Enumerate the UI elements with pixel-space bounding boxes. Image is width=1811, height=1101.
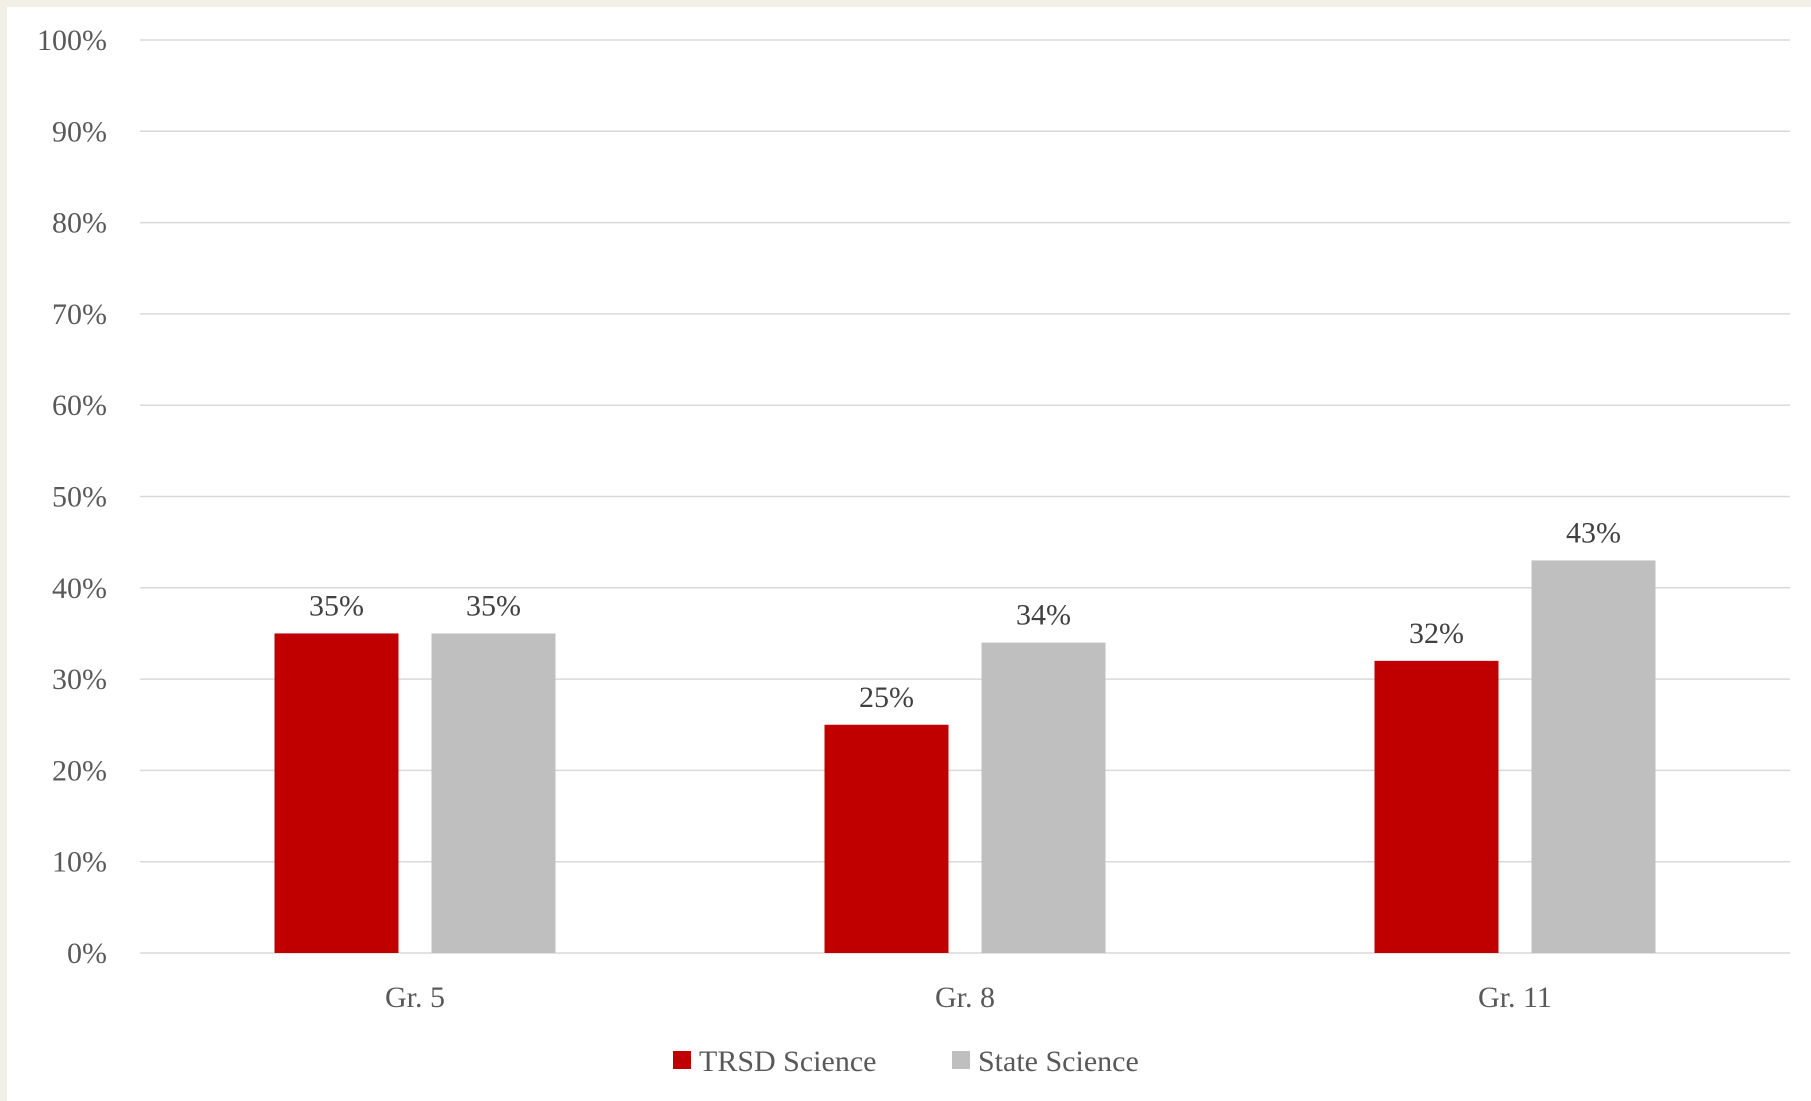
legend-swatch	[952, 1051, 970, 1069]
legend-swatch	[673, 1051, 691, 1069]
bar	[432, 633, 556, 953]
category-label: Gr. 11	[1478, 981, 1552, 1014]
y-axis-ticks: 0% 10% 20% 30% 40% 50% 60% 70% 80% 90% 100%	[37, 24, 107, 970]
category-label: Gr. 8	[935, 981, 995, 1014]
bar	[1375, 661, 1499, 953]
y-tick-label: 80%	[52, 207, 107, 240]
y-tick-label: 0%	[67, 937, 107, 970]
bar	[275, 633, 399, 953]
legend: TRSD Science State Science	[673, 1045, 1139, 1078]
y-tick-label: 40%	[52, 572, 107, 605]
y-tick-label: 50%	[52, 481, 107, 514]
legend-label: State Science	[978, 1045, 1139, 1078]
bar	[1532, 560, 1656, 953]
y-tick-label: 30%	[52, 663, 107, 696]
data-label: 32%	[1409, 617, 1464, 650]
legend-label: TRSD Science	[699, 1045, 876, 1078]
data-label: 35%	[466, 589, 521, 622]
y-tick-label: 100%	[37, 24, 107, 57]
bar	[982, 643, 1106, 953]
bar	[825, 725, 949, 953]
category-label: Gr. 5	[385, 981, 445, 1014]
data-label: 34%	[1016, 599, 1071, 632]
data-label: 25%	[859, 681, 914, 714]
data-label: 43%	[1566, 516, 1621, 549]
y-tick-label: 90%	[52, 115, 107, 148]
y-tick-label: 20%	[52, 754, 107, 787]
data-label: 35%	[309, 589, 364, 622]
x-axis-categories: Gr. 5 Gr. 8 Gr. 11	[385, 981, 1552, 1014]
y-tick-label: 70%	[52, 298, 107, 331]
y-tick-label: 60%	[52, 389, 107, 422]
y-tick-label: 10%	[52, 846, 107, 879]
